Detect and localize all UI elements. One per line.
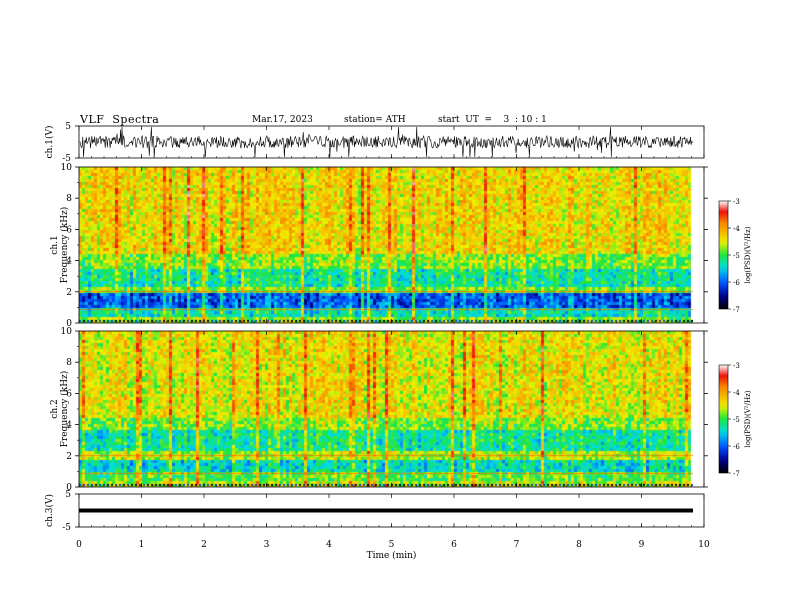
x-tick-label: 8 — [576, 540, 582, 550]
ch2-spectrogram-colorbar-tick-label: -6 — [733, 443, 740, 451]
x-tick-label: 6 — [451, 540, 457, 550]
ch2-spectrogram-image — [79, 331, 693, 487]
ch1-waveform-ylabel: ch.1(V) — [44, 126, 55, 159]
x-tick-label: 7 — [514, 540, 520, 550]
ch1-spectrogram-ylabel: Frequency (kHz) — [59, 207, 70, 284]
ch2-spectrogram-ytick-label: 10 — [61, 327, 73, 337]
x-axis: 0 1 2 3 4 5 6 7 8 9 10 Time (min) — [76, 126, 710, 561]
ch1-spectrogram-colorbar-tick-label: -3 — [733, 198, 740, 206]
ch1-waveform-trace — [79, 126, 693, 158]
start-time-label: start UT = 3 : 10 : 1 — [438, 115, 547, 125]
ch2-spectrogram-ytick-label: 4 — [66, 421, 72, 431]
ch1-spectrogram-ytick-label: 6 — [66, 225, 72, 235]
ch1-spectrogram-colorbar — [718, 200, 729, 310]
ch2-spectrogram-ytick-label: 2 — [66, 452, 72, 462]
ch1-spectrogram-ytick-label: 2 — [66, 288, 72, 298]
ch3-waveform-ytick-label: -5 — [62, 523, 71, 533]
x-tick-label: 10 — [698, 540, 710, 550]
ch1-waveform: 5 -5 ch.1(V) — [44, 122, 705, 164]
x-tick-label: 5 — [389, 540, 395, 550]
ch3-waveform-trace — [79, 508, 693, 513]
ch1-spectrogram-image — [79, 167, 693, 323]
ch2-spectrogram-colorbar-tick-label: -5 — [733, 416, 740, 424]
ch1-spectrogram-ytick-label: 0 — [66, 319, 72, 329]
ch1-spectrogram-ytick-label: 8 — [66, 194, 72, 204]
ch2-spectrogram-ytick-label: 8 — [66, 358, 72, 368]
ch2-spectrogram-colorbar-tick-label: -3 — [733, 362, 740, 370]
date-label: Mar.17, 2023 — [252, 115, 313, 125]
ch1-spectrogram-colorbar-tick-label: -5 — [733, 252, 740, 260]
ch1-spectrogram-ytick-label: 10 — [61, 163, 73, 173]
chart-title: VLF Spectra — [80, 113, 160, 126]
ch2-spectrogram-colorbar-tick-label: -7 — [733, 470, 740, 478]
ch1-waveform-ytick-label: 5 — [65, 122, 71, 132]
ch2-spectrogram-ylabel: Frequency (kHz) — [59, 371, 70, 448]
ch2-spectrogram-ytick-label: 6 — [66, 389, 72, 399]
ch1-waveform-ytick-label: -5 — [62, 154, 71, 164]
ch2-spectrogram: 0 2 4 6 8 10 ch.2 Frequency (kHz) -3 -4 -5 -6 -7 log(… — [50, 327, 752, 493]
ch3-waveform-ytick-label: 5 — [65, 490, 71, 500]
ch1-spectrogram: 0 2 4 6 8 10 ch.1 Frequency (kHz) -3 -4 -5 -6 -7 log(… — [50, 163, 752, 329]
x-tick-label: 0 — [76, 540, 82, 550]
ch1-spectrogram-ytick-label: 4 — [66, 257, 72, 267]
ch2-spectrogram-colorbar-tick-label: -4 — [733, 389, 740, 397]
ch2-spectrogram-ytick-label: 0 — [66, 483, 72, 493]
station-label: station= ATH — [344, 115, 406, 125]
ch3-waveform-ylabel: ch.3(V) — [44, 494, 55, 527]
x-axis-label: Time (min) — [367, 550, 417, 561]
ch2-spectrogram-ylabel-channel: ch.2 — [50, 399, 60, 418]
ch1-spectrogram-colorbar-tick-label: -6 — [733, 279, 740, 287]
x-tick-label: 9 — [639, 540, 645, 550]
ch2-spectrogram-colorbar-label: log(PSD)(V²/Hz) — [744, 390, 752, 447]
ch1-spectrogram-colorbar-tick-label: -4 — [733, 225, 740, 233]
x-tick-label: 2 — [201, 540, 207, 550]
ch3-waveform: 5 -5 ch.3(V) — [44, 490, 705, 533]
ch2-spectrogram-colorbar — [718, 364, 729, 474]
x-tick-label: 4 — [326, 540, 332, 550]
ch1-spectrogram-colorbar-tick-label: -7 — [733, 306, 740, 314]
x-tick-label: 1 — [139, 540, 145, 550]
ch1-spectrogram-colorbar-label: log(PSD)(V²/Hz) — [744, 226, 752, 283]
ch1-spectrogram-ylabel-channel: ch.1 — [50, 235, 60, 254]
x-tick-label: 3 — [264, 540, 270, 550]
